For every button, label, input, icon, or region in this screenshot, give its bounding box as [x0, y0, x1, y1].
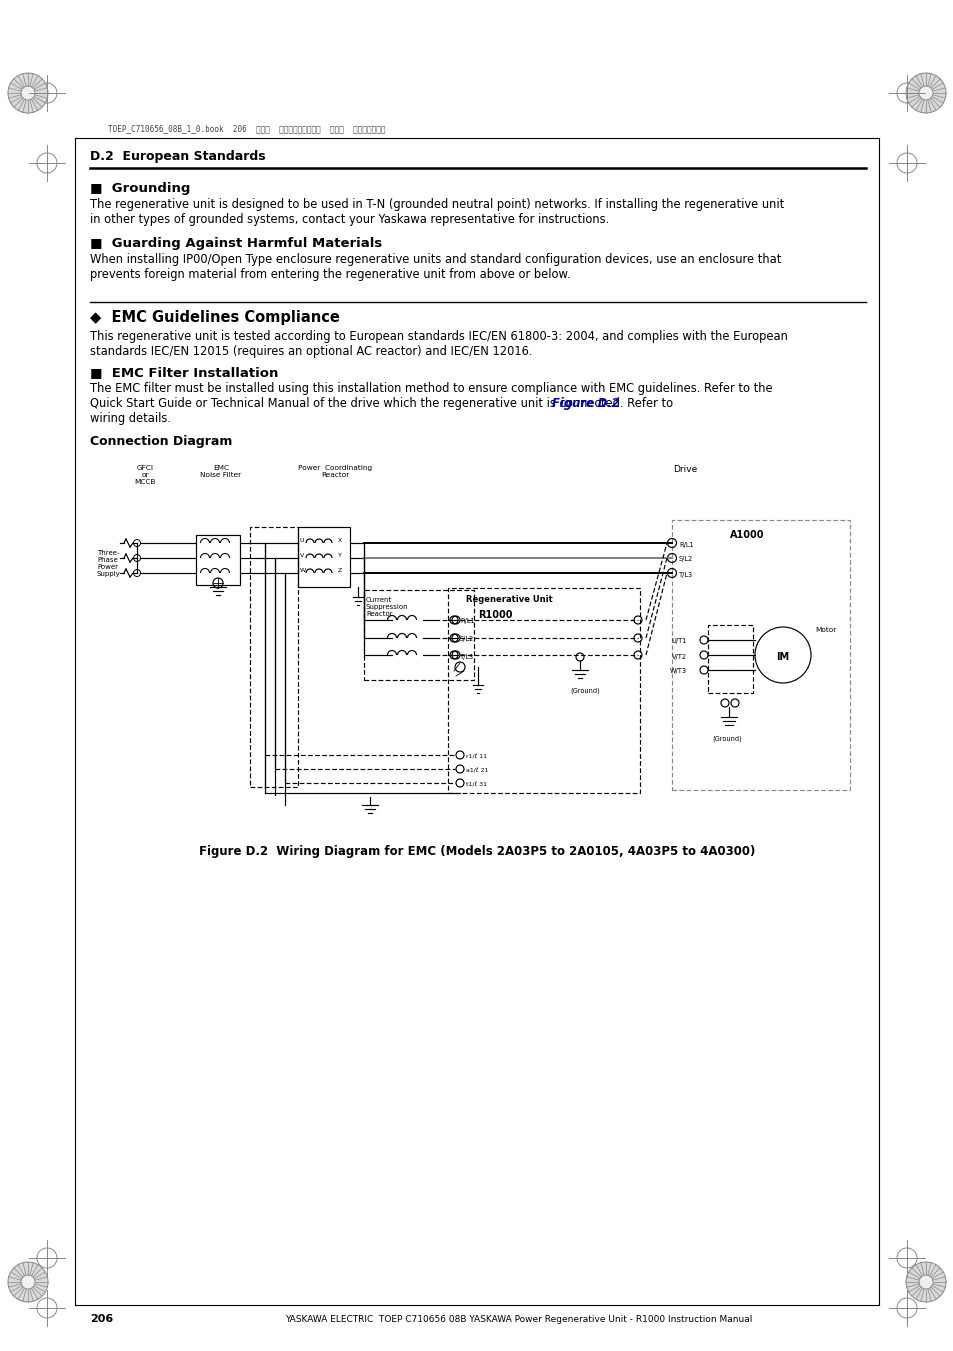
Circle shape — [8, 1262, 48, 1302]
Text: wiring details.: wiring details. — [90, 412, 171, 426]
Bar — [671, 520, 849, 790]
Text: Motor: Motor — [814, 627, 836, 634]
Bar — [364, 590, 474, 680]
Text: prevents foreign material from entering the regenerative unit from above or belo: prevents foreign material from entering … — [90, 267, 570, 281]
Text: A1000: A1000 — [729, 530, 763, 540]
Text: 206: 206 — [90, 1315, 113, 1324]
Text: Figure D.2: Figure D.2 — [552, 397, 619, 409]
Text: X: X — [337, 538, 342, 543]
Text: W/T3: W/T3 — [669, 669, 686, 674]
Text: D.2  European Standards: D.2 European Standards — [90, 150, 265, 163]
Text: a1/ℓ 21: a1/ℓ 21 — [465, 767, 488, 773]
Bar — [250, 527, 297, 788]
Text: ■  Grounding: ■ Grounding — [90, 182, 191, 195]
Text: TOEP_C710656_08B_1_0.book  206  ページ  ２０１５年２月５日  木曜日  午前１０時７分: TOEP_C710656_08B_1_0.book 206 ページ ２０１５年２… — [108, 124, 385, 132]
Bar — [448, 588, 639, 793]
Text: standards IEC/EN 12015 (requires an optional AC reactor) and IEC/EN 12016.: standards IEC/EN 12015 (requires an opti… — [90, 345, 532, 358]
Text: in other types of grounded systems, contact your Yaskawa representative for inst: in other types of grounded systems, cont… — [90, 213, 609, 226]
Circle shape — [905, 1262, 945, 1302]
Circle shape — [918, 1275, 932, 1289]
Bar — [707, 626, 752, 693]
Text: The EMC filter must be installed using this installation method to ensure compli: The EMC filter must be installed using t… — [90, 382, 772, 394]
Text: Connection Diagram: Connection Diagram — [90, 435, 233, 449]
Text: Regenerative Unit: Regenerative Unit — [465, 594, 552, 604]
Text: T/L3: T/L3 — [679, 571, 693, 577]
Text: U/T1: U/T1 — [671, 639, 686, 644]
Text: ■  EMC Filter Installation: ■ EMC Filter Installation — [90, 366, 278, 380]
Circle shape — [8, 73, 48, 113]
Text: Current
Suppression
Reactor: Current Suppression Reactor — [366, 597, 408, 617]
Text: Quick Start Guide or Technical Manual of the drive which the regenerative unit i: Quick Start Guide or Technical Manual of… — [90, 397, 676, 409]
Circle shape — [21, 86, 35, 100]
Text: Drive: Drive — [672, 465, 697, 474]
Text: Z: Z — [337, 567, 342, 573]
Text: This regenerative unit is tested according to European standards IEC/EN 61800-3:: This regenerative unit is tested accordi… — [90, 330, 787, 343]
Text: t1/ℓ 31: t1/ℓ 31 — [465, 782, 486, 788]
Text: r1/ℓ 11: r1/ℓ 11 — [465, 754, 486, 759]
Text: Power  Coordinating
Reactor: Power Coordinating Reactor — [297, 465, 372, 478]
Text: R/L1: R/L1 — [459, 619, 475, 624]
Text: Figure D.2  Wiring Diagram for EMC (Models 2A03P5 to 2A0105, 4A03P5 to 4A0300): Figure D.2 Wiring Diagram for EMC (Model… — [198, 844, 755, 858]
Text: ◆  EMC Guidelines Compliance: ◆ EMC Guidelines Compliance — [90, 309, 339, 326]
Text: The regenerative unit is designed to be used in T-N (grounded neutral point) net: The regenerative unit is designed to be … — [90, 199, 783, 211]
Text: W: W — [299, 567, 306, 573]
Text: R1000: R1000 — [477, 611, 512, 620]
Text: EMC
Noise Filter: EMC Noise Filter — [200, 465, 241, 478]
Text: Y: Y — [337, 553, 341, 558]
Text: YASKAWA ELECTRIC  TOEP C710656 08B YASKAWA Power Regenerative Unit - R1000 Instr: YASKAWA ELECTRIC TOEP C710656 08B YASKAW… — [285, 1315, 752, 1324]
Text: V: V — [299, 553, 304, 558]
Text: V/T2: V/T2 — [671, 654, 686, 659]
Text: Three-
Phase
Power
Supply: Three- Phase Power Supply — [97, 550, 121, 577]
Text: (Ground): (Ground) — [711, 735, 741, 742]
Circle shape — [905, 73, 945, 113]
Text: (Ground): (Ground) — [569, 688, 599, 693]
Bar — [297, 527, 350, 586]
Text: IM: IM — [776, 653, 789, 662]
Text: When installing IP00/Open Type enclosure regenerative units and standard configu: When installing IP00/Open Type enclosure… — [90, 253, 781, 266]
Text: ■  Guarding Against Harmful Materials: ■ Guarding Against Harmful Materials — [90, 236, 382, 250]
Text: S/L2: S/L2 — [459, 636, 474, 643]
Text: S/L2: S/L2 — [679, 557, 693, 562]
Text: R/L1: R/L1 — [679, 542, 693, 547]
Text: T/L3: T/L3 — [459, 654, 474, 659]
Text: U: U — [299, 538, 304, 543]
Circle shape — [918, 86, 932, 100]
Bar — [195, 535, 240, 585]
Text: GFCI
or
MCCB: GFCI or MCCB — [134, 465, 155, 485]
Circle shape — [21, 1275, 35, 1289]
